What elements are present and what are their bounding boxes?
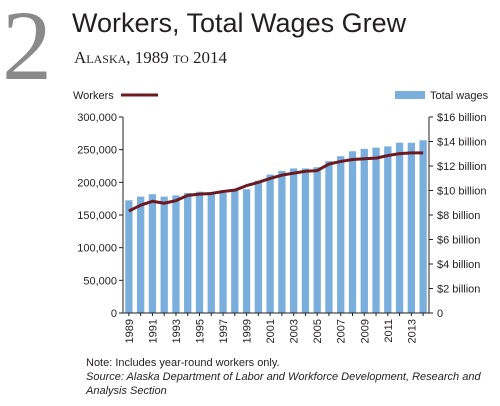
figure-number: 2 <box>2 0 52 101</box>
wages-bar-2010 <box>372 147 380 314</box>
wages-bar-1998 <box>231 189 239 313</box>
chart-axes <box>122 117 430 314</box>
wages-bar-1992 <box>160 196 168 314</box>
left-tick-label: 0 <box>111 308 117 320</box>
chart-subtitle: Alaska, 1989 to 2014 <box>74 48 228 67</box>
wages-bar-2013 <box>407 142 415 313</box>
wages-bar-1989 <box>125 200 133 313</box>
bar-series <box>125 140 427 314</box>
wages-bar-1993 <box>172 195 180 313</box>
wages-bar-2011 <box>384 146 392 313</box>
x-tick-label: 2013 <box>406 319 418 343</box>
left-tick-label: 250,000 <box>77 145 117 157</box>
wages-bar-2008 <box>348 151 357 313</box>
x-tick-label: 1997 <box>218 319 230 343</box>
wages-bar-2002 <box>278 170 286 313</box>
left-tick-label: 150,000 <box>77 210 117 222</box>
left-axis-ticks: 0 50,000 100,000 150,000 200,000 250,000 300,0… <box>77 112 123 320</box>
wages-bar-1996 <box>207 194 215 313</box>
legend: Workers Total wages <box>73 90 489 102</box>
right-tick-label: $14 billion <box>437 137 487 149</box>
x-tick-label: 2011 <box>383 319 395 343</box>
legend-wages-label: Total wages <box>430 90 489 102</box>
wages-bar-1997 <box>219 192 227 313</box>
x-tick-label: 2007 <box>336 319 348 343</box>
wages-bar-1990 <box>137 196 145 314</box>
left-tick-label: 50,000 <box>83 275 117 287</box>
left-tick-label: 200,000 <box>77 177 117 189</box>
right-tick-label: $16 billion <box>437 112 487 124</box>
x-tick-label: 2003 <box>289 319 301 343</box>
right-axis-ticks: 0 $2 billion $4 billion $6 billion $8 billio… <box>429 112 487 320</box>
wages-bar-2014 <box>419 140 427 313</box>
wages-bar-2012 <box>395 142 404 313</box>
wages-bar-2004 <box>301 168 310 313</box>
wages-bar-2005 <box>313 167 321 313</box>
source-text: Source: Alaska Department of Labor and W… <box>86 371 481 397</box>
right-tick-label: $8 billion <box>437 210 480 222</box>
right-tick-label: $12 billion <box>437 161 487 173</box>
note-text: Note: Includes year-round workers only. <box>86 357 280 369</box>
wages-bar-1999 <box>242 189 251 313</box>
wages-bar-1994 <box>184 192 192 313</box>
x-tick-label: 1993 <box>171 319 183 343</box>
x-axis-ticks: 1989 1991 1993 1995 1997 1999 2001 2003 2005 2007… <box>124 313 424 343</box>
wages-bar-2003 <box>290 168 298 313</box>
wages-bar-1995 <box>195 191 204 313</box>
left-tick-label: 300,000 <box>77 112 117 124</box>
right-tick-label: $4 billion <box>437 259 480 271</box>
right-tick-label: $6 billion <box>437 235 480 247</box>
workers-line <box>128 151 424 213</box>
chart-footnote: Note: Includes year-round workers only. … <box>86 356 496 398</box>
chart-title: Workers, Total Wages Grew <box>72 8 407 38</box>
x-tick-label: 2005 <box>312 319 324 343</box>
wages-bar-2009 <box>360 148 368 313</box>
x-tick-label: 2009 <box>359 319 371 343</box>
legend-wages-swatch <box>395 91 425 99</box>
wages-bar-2000 <box>254 180 262 313</box>
x-tick-label: 1999 <box>242 319 254 343</box>
legend-workers-label: Workers <box>73 90 114 102</box>
left-tick-label: 100,000 <box>77 243 117 255</box>
right-tick-label: $10 billion <box>437 186 487 198</box>
wages-bar-1991 <box>148 194 157 313</box>
right-tick-label: 0 <box>437 308 443 320</box>
wages-bar-2007 <box>337 156 345 313</box>
x-tick-label: 1989 <box>124 319 136 343</box>
right-tick-label: $2 billion <box>437 284 480 296</box>
x-tick-label: 1995 <box>195 319 207 343</box>
wages-bar-2001 <box>266 174 274 313</box>
wages-bar-2006 <box>325 161 333 313</box>
x-tick-label: 2001 <box>265 319 277 343</box>
x-tick-label: 1991 <box>147 319 159 343</box>
